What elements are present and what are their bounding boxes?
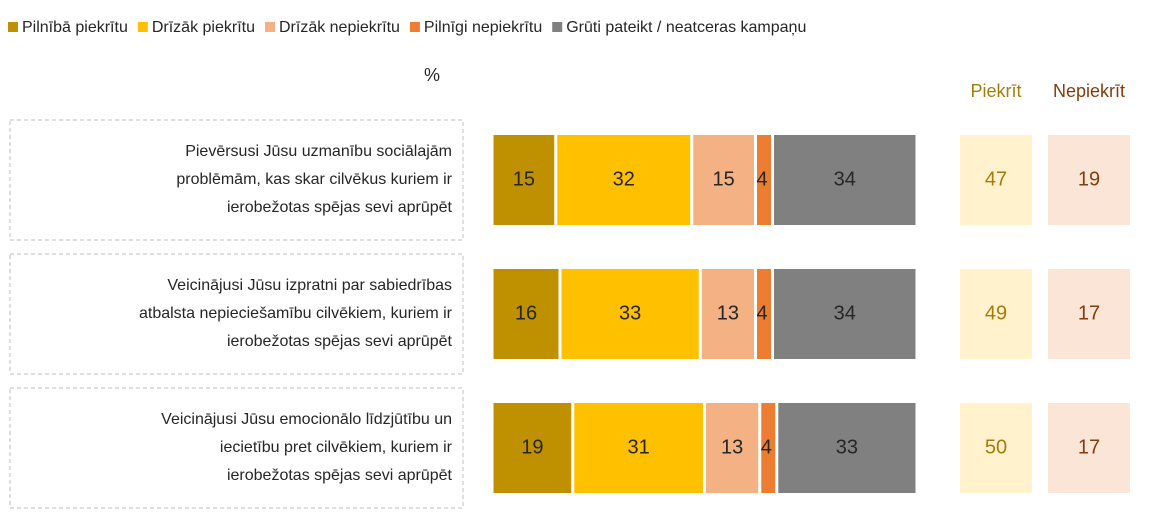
summary-box — [1048, 269, 1130, 359]
bar-value-label: 32 — [613, 168, 635, 190]
category-box — [9, 253, 464, 375]
summary-header: Nepiekrīt — [1053, 81, 1125, 101]
bar-value-label: 33 — [619, 302, 641, 324]
bar-value-label: 13 — [721, 436, 743, 458]
bar-segment — [561, 269, 699, 359]
bar-segment — [706, 403, 759, 493]
bar-value-label: 33 — [836, 436, 858, 458]
bar-segment — [778, 403, 916, 493]
legend-swatch — [8, 22, 18, 32]
summary-value: 47 — [985, 168, 1007, 190]
bar-segment — [574, 403, 703, 493]
bar-value-label: 13 — [717, 302, 739, 324]
bar-value-label: 16 — [515, 302, 537, 324]
legend-swatch — [552, 22, 563, 32]
category-label: Veicinājusi Jūsu emocionālo līdzjūtību u… — [161, 411, 452, 428]
summary-box — [960, 269, 1032, 359]
category-label: ierobežotas spējas sevi aprūpēt — [227, 333, 453, 350]
legend-swatch — [264, 22, 275, 32]
bar-value-label: 15 — [513, 168, 535, 190]
bar-segment — [493, 403, 572, 493]
legend-swatch — [137, 22, 148, 32]
bar-segment — [493, 135, 555, 225]
legend-label: Grūti pateikt / neatceras kampaņu — [566, 19, 806, 36]
bar-segment — [757, 269, 771, 359]
bar-value-label: 4 — [757, 302, 768, 324]
bar-segment — [761, 403, 776, 493]
bar-value-label: 4 — [761, 436, 772, 458]
summary-box — [960, 403, 1032, 493]
bar-segment — [774, 269, 916, 359]
bar-value-label: 19 — [521, 436, 543, 458]
category-label: iecietību pret cilvēkiem, kuriem ir — [220, 439, 453, 456]
legend-swatch — [409, 22, 420, 32]
summary-box — [1048, 135, 1130, 225]
legend-label: Drīzāk piekrītu — [152, 19, 255, 36]
bar-value-label: 31 — [628, 436, 650, 458]
bar-segment — [557, 135, 691, 225]
summary-value: 17 — [1078, 302, 1100, 324]
legend-label: Pilnīgi nepiekrītu — [424, 19, 542, 36]
bar-segment — [774, 135, 916, 225]
summary-box — [1048, 403, 1130, 493]
legend-label: Drīzāk nepiekrītu — [279, 19, 400, 36]
bar-segment — [757, 135, 771, 225]
category-label: ierobežotas spējas sevi aprūpēt — [227, 199, 453, 216]
category-label: ierobežotas spējas sevi aprūpēt — [227, 467, 453, 484]
unit-label: % — [424, 65, 440, 85]
bar-segment — [701, 269, 754, 359]
legend-label: Pilnībā piekrītu — [22, 19, 128, 36]
category-label: atbalsta nepieciešamību cilvēkiem, kurie… — [139, 305, 453, 322]
category-box — [9, 119, 464, 241]
summary-value: 50 — [985, 436, 1007, 458]
bar-value-label: 34 — [834, 168, 856, 190]
bar-value-label: 15 — [713, 168, 735, 190]
category-label: Veicinājusi Jūsu izpratni par sabiedrība… — [167, 277, 452, 294]
category-label: problēmām, kas skar cilvēkus kuriem ir — [176, 171, 452, 188]
summary-value: 49 — [985, 302, 1007, 324]
bar-value-label: 4 — [757, 168, 768, 190]
summary-value: 19 — [1078, 168, 1100, 190]
bar-segment — [493, 269, 559, 359]
bar-segment — [693, 135, 754, 225]
summary-header: Piekrīt — [970, 81, 1021, 101]
summary-value: 17 — [1078, 436, 1100, 458]
bar-value-label: 34 — [834, 302, 856, 324]
summary-box — [960, 135, 1032, 225]
category-label: Pievērsusi Jūsu uzmanību sociālajām — [185, 143, 452, 160]
category-box — [9, 387, 464, 509]
